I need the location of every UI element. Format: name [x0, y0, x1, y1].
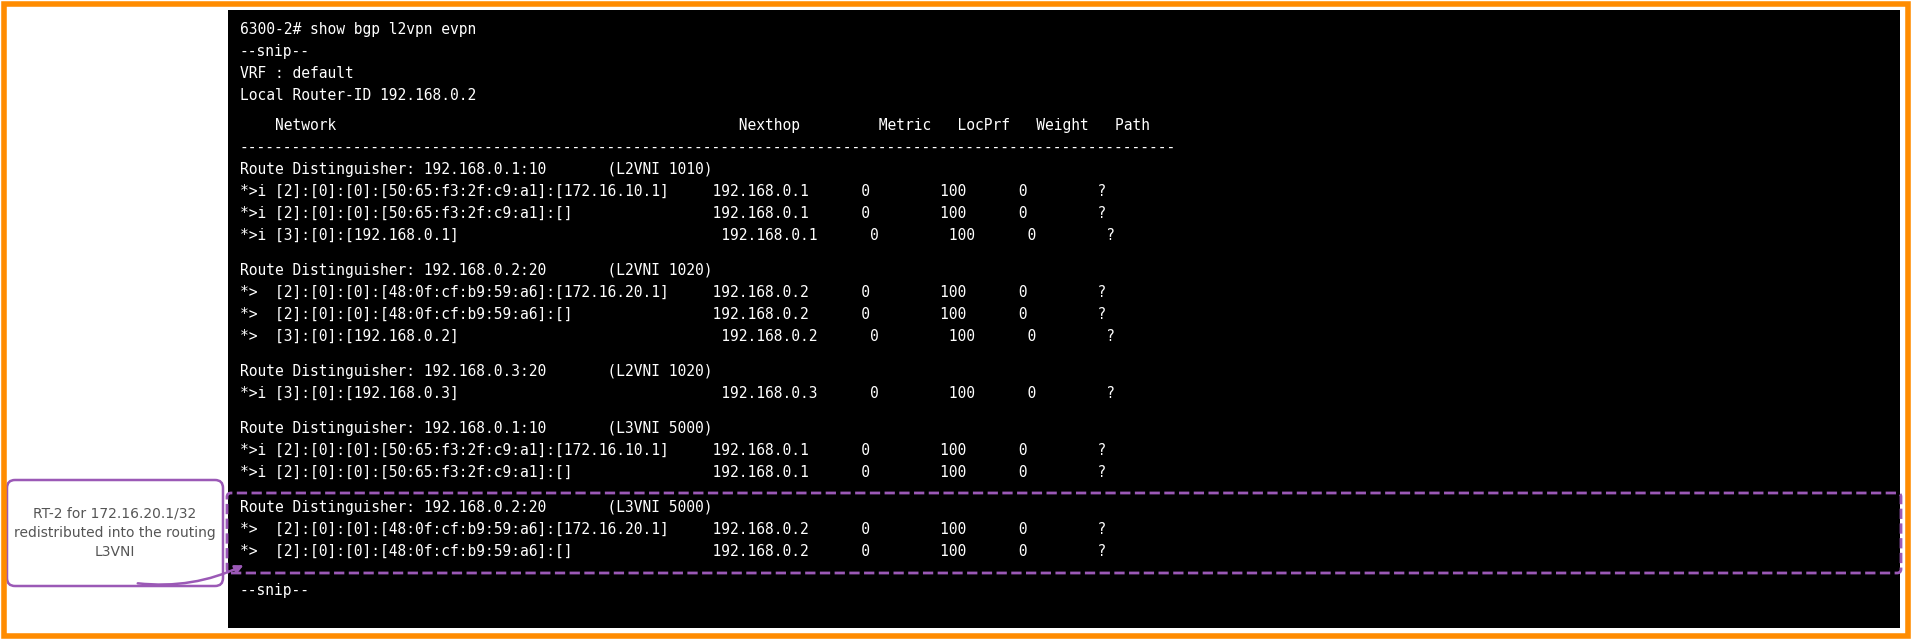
Text: Route Distinguisher: 192.168.0.1:10       (L3VNI 5000): Route Distinguisher: 192.168.0.1:10 (L3V…	[241, 421, 713, 436]
Text: *>i [2]:[0]:[0]:[50:65:f3:2f:c9:a1]:[]                192.168.0.1      0        : *>i [2]:[0]:[0]:[50:65:f3:2f:c9:a1]:[] 1…	[241, 206, 1107, 221]
Text: 6300-2# show bgp l2vpn evpn: 6300-2# show bgp l2vpn evpn	[241, 22, 476, 37]
Text: Route Distinguisher: 192.168.0.2:20       (L2VNI 1020): Route Distinguisher: 192.168.0.2:20 (L2V…	[241, 263, 713, 278]
Text: *>i [2]:[0]:[0]:[50:65:f3:2f:c9:a1]:[172.16.10.1]     192.168.0.1      0        : *>i [2]:[0]:[0]:[50:65:f3:2f:c9:a1]:[172…	[241, 184, 1107, 199]
Text: Route Distinguisher: 192.168.0.3:20       (L2VNI 1020): Route Distinguisher: 192.168.0.3:20 (L2V…	[241, 364, 713, 379]
Text: --snip--: --snip--	[241, 44, 310, 59]
Text: *>i [2]:[0]:[0]:[50:65:f3:2f:c9:a1]:[]                192.168.0.1      0        : *>i [2]:[0]:[0]:[50:65:f3:2f:c9:a1]:[] 1…	[241, 465, 1107, 480]
Text: *>  [2]:[0]:[0]:[48:0f:cf:b9:59:a6]:[172.16.20.1]     192.168.0.2      0        : *> [2]:[0]:[0]:[48:0f:cf:b9:59:a6]:[172.…	[241, 522, 1107, 537]
Text: Route Distinguisher: 192.168.0.1:10       (L2VNI 1010): Route Distinguisher: 192.168.0.1:10 (L2V…	[241, 162, 713, 177]
Bar	[228, 10, 1901, 628]
Text: Network                                              Nexthop         Metric   Lo: Network Nexthop Metric Lo	[241, 118, 1149, 133]
Text: Route Distinguisher: 192.168.0.2:20       (L3VNI 5000): Route Distinguisher: 192.168.0.2:20 (L3V…	[241, 500, 713, 515]
Text: *>  [3]:[0]:[192.168.0.2]                              192.168.0.2      0       : *> [3]:[0]:[192.168.0.2] 192.168.0.2 0	[241, 329, 1115, 344]
Text: *>  [2]:[0]:[0]:[48:0f:cf:b9:59:a6]:[]                192.168.0.2      0        : *> [2]:[0]:[0]:[48:0f:cf:b9:59:a6]:[] 19…	[241, 307, 1107, 322]
Text: *>i [3]:[0]:[192.168.0.3]                              192.168.0.3      0       : *>i [3]:[0]:[192.168.0.3] 192.168.0.3 0	[241, 386, 1115, 401]
Text: RT-2 for 172.16.20.1/32
redistributed into the routing
L3VNI: RT-2 for 172.16.20.1/32 redistributed in…	[13, 506, 216, 559]
FancyArrowPatch shape	[138, 566, 241, 584]
Text: --------------------------------------------------------------------------------: ----------------------------------------…	[241, 140, 1176, 155]
Text: Local Router-ID 192.168.0.2: Local Router-ID 192.168.0.2	[241, 88, 476, 103]
Text: VRF : default: VRF : default	[241, 66, 354, 81]
Text: *>i [3]:[0]:[192.168.0.1]                              192.168.0.1      0       : *>i [3]:[0]:[192.168.0.1] 192.168.0.1 0	[241, 228, 1115, 243]
Text: *>  [2]:[0]:[0]:[48:0f:cf:b9:59:a6]:[]                192.168.0.2      0        : *> [2]:[0]:[0]:[48:0f:cf:b9:59:a6]:[] 19…	[241, 544, 1107, 559]
Text: --snip--: --snip--	[241, 583, 310, 598]
Text: *>i [2]:[0]:[0]:[50:65:f3:2f:c9:a1]:[172.16.10.1]     192.168.0.1      0        : *>i [2]:[0]:[0]:[50:65:f3:2f:c9:a1]:[172…	[241, 443, 1107, 458]
Text: *>  [2]:[0]:[0]:[48:0f:cf:b9:59:a6]:[172.16.20.1]     192.168.0.2      0        : *> [2]:[0]:[0]:[48:0f:cf:b9:59:a6]:[172.…	[241, 285, 1107, 300]
FancyBboxPatch shape	[8, 480, 224, 586]
